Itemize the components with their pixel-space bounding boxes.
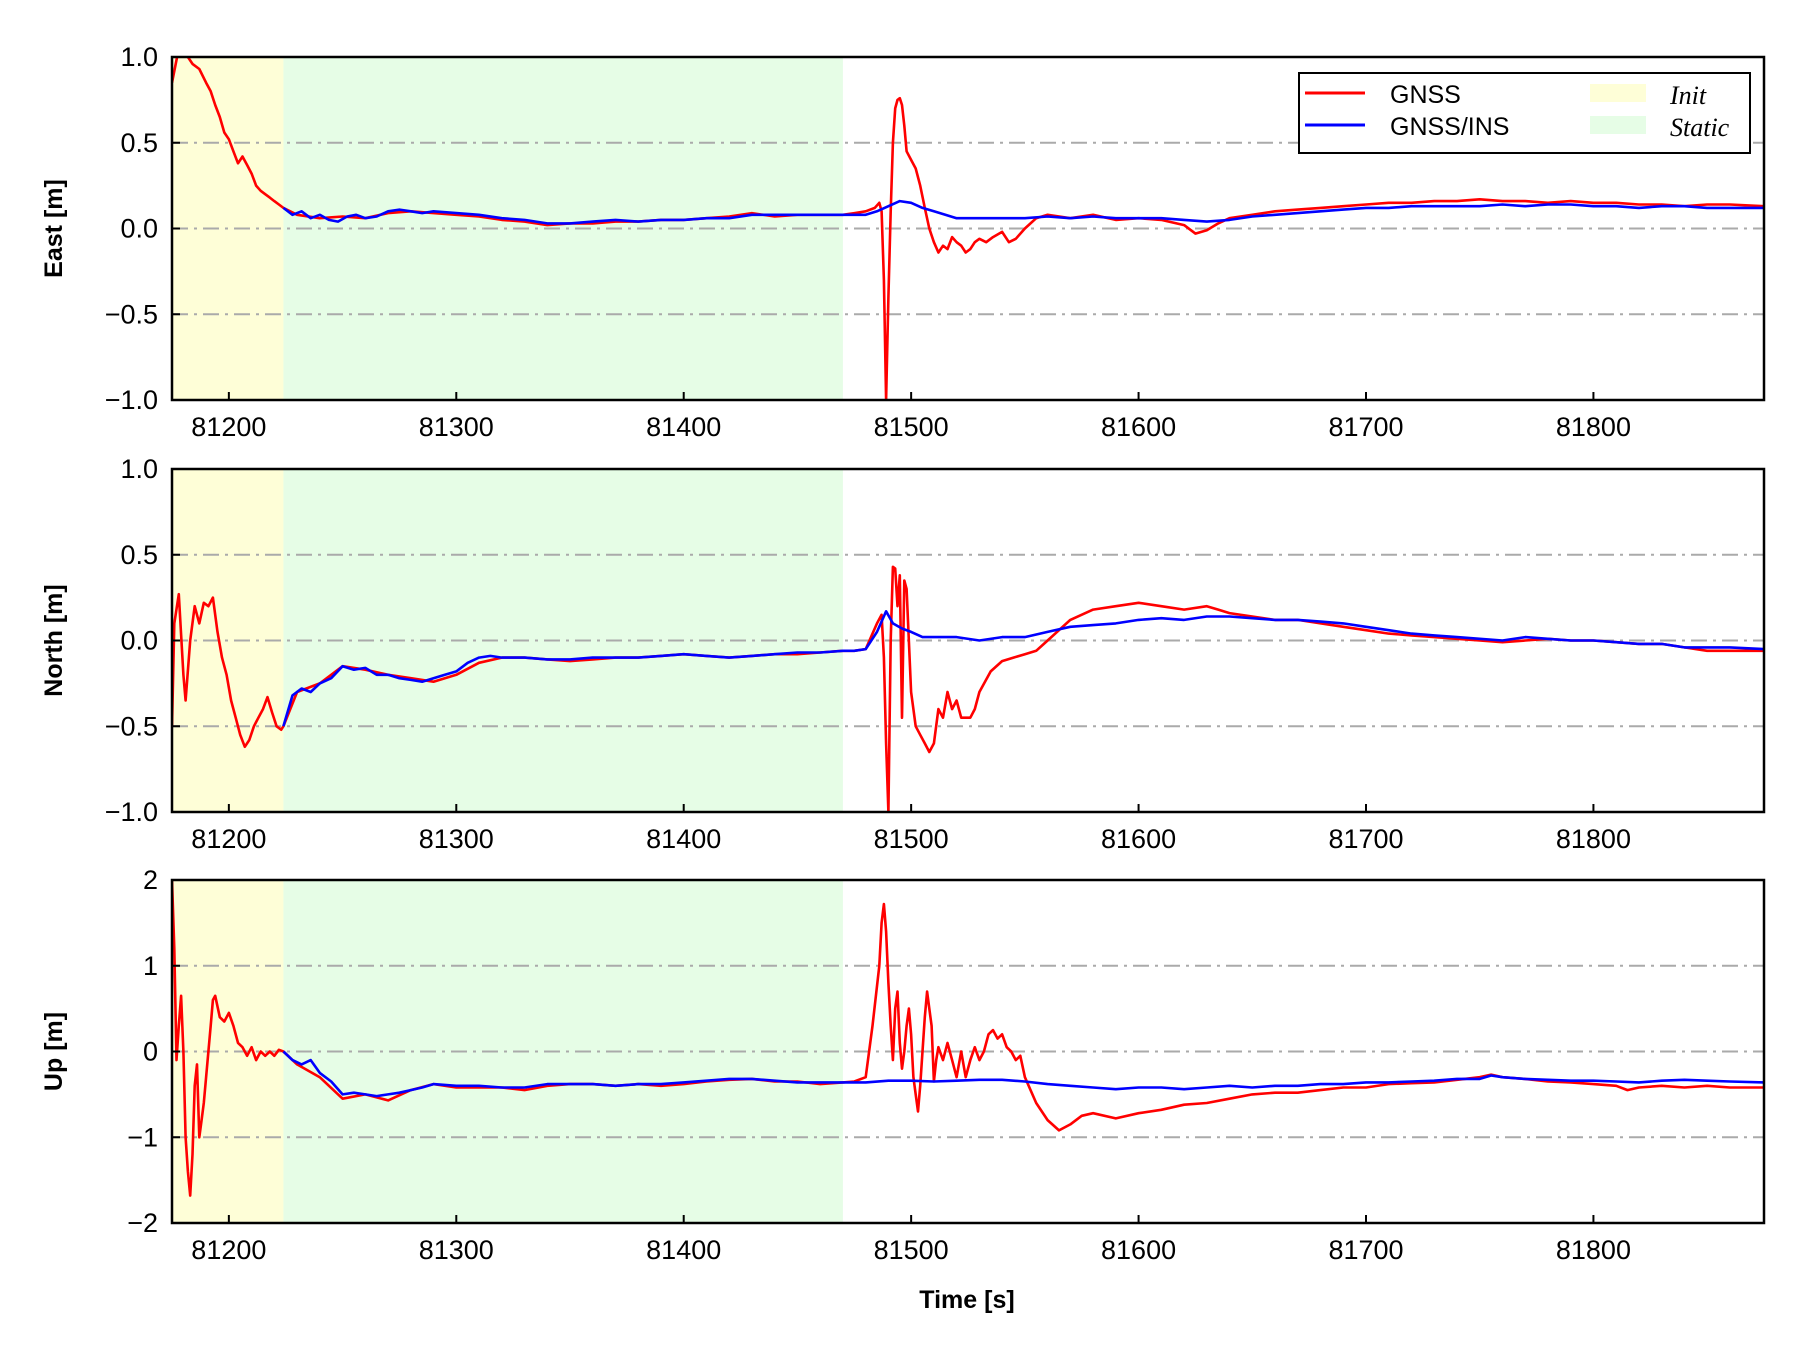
north-y-tick-label: 0.0 bbox=[120, 626, 158, 656]
north-x-tick-label: 81600 bbox=[1101, 824, 1176, 854]
legend-label-init: Init bbox=[1669, 81, 1707, 110]
x-axis-label: Time [s] bbox=[919, 1286, 1014, 1314]
north-x-ticks: 81200 81300 81400 81500 81600 81700 81800 bbox=[191, 804, 1631, 854]
east-x-tick-label: 81300 bbox=[419, 412, 494, 442]
up-x-tick-label: 81300 bbox=[419, 1235, 494, 1265]
up-region-static bbox=[283, 880, 843, 1223]
up-regions bbox=[172, 880, 843, 1223]
up-gridlines bbox=[172, 964, 1764, 1139]
north-series-gnss-ins bbox=[282, 609, 1764, 727]
east-panel: 81200 81300 81400 81500 81600 81700 81800 −1.0… bbox=[40, 42, 1766, 442]
north-y-ticks: −1.0 −0.5 0.0 0.5 1.0 bbox=[105, 454, 180, 827]
up-y-tick-label: 2 bbox=[143, 865, 158, 895]
east-x-tick-label: 81400 bbox=[646, 412, 721, 442]
up-x-tick-label: 81200 bbox=[191, 1235, 266, 1265]
north-x-tick-label: 81800 bbox=[1556, 824, 1631, 854]
east-series-gnss-ins bbox=[282, 199, 1764, 225]
east-y-tick-label: 1.0 bbox=[120, 42, 158, 72]
north-x-tick-label: 81400 bbox=[646, 824, 721, 854]
up-x-tick-label: 81800 bbox=[1556, 1235, 1631, 1265]
up-series-gnss bbox=[172, 880, 1764, 1197]
east-region-static bbox=[283, 57, 843, 400]
legend-box bbox=[1298, 72, 1751, 154]
east-x-tick-label: 81600 bbox=[1101, 412, 1176, 442]
east-y-tick-label: 0.5 bbox=[120, 128, 158, 158]
up-x-tick-label: 81600 bbox=[1101, 1235, 1176, 1265]
east-y-tick-label: −0.5 bbox=[105, 299, 158, 329]
up-y-tick-label: 0 bbox=[143, 1037, 158, 1067]
east-x-tick-label: 81200 bbox=[191, 412, 266, 442]
legend-swatch-init bbox=[1590, 84, 1646, 102]
up-y-ticks: −2 −1 0 1 2 bbox=[127, 865, 180, 1238]
north-x-tick-label: 81200 bbox=[191, 824, 266, 854]
up-panel: 81200 81300 81400 81500 81600 81700 81800 −2 −1… bbox=[40, 865, 1766, 1265]
legend-swatch-static bbox=[1590, 116, 1646, 134]
north-region-static bbox=[283, 469, 843, 812]
east-y-tick-label: 0.0 bbox=[120, 214, 158, 244]
north-x-tick-label: 81300 bbox=[419, 824, 494, 854]
up-x-ticks: 81200 81300 81400 81500 81600 81700 81800 bbox=[191, 1215, 1631, 1265]
east-y-axis-label: East [m] bbox=[40, 179, 68, 278]
north-y-axis-label: North [m] bbox=[40, 584, 68, 696]
up-y-axis-label: Up [m] bbox=[40, 1012, 68, 1091]
east-y-tick-label: −1.0 bbox=[105, 385, 158, 415]
north-panel: 81200 81300 81400 81500 81600 81700 81800 −1.0… bbox=[40, 454, 1766, 854]
north-y-tick-label: −1.0 bbox=[105, 797, 158, 827]
up-y-tick-label: 1 bbox=[143, 951, 158, 981]
up-series-lines bbox=[172, 880, 1764, 1197]
east-x-tick-label: 81700 bbox=[1328, 412, 1403, 442]
east-x-ticks: 81200 81300 81400 81500 81600 81700 81800 bbox=[191, 392, 1631, 442]
north-series-lines bbox=[172, 565, 1764, 812]
east-x-tick-label: 81800 bbox=[1556, 412, 1631, 442]
east-series-lines bbox=[172, 57, 1764, 400]
legend-label-gnss-ins: GNSS/INS bbox=[1390, 113, 1509, 141]
up-y-tick-label: −1 bbox=[127, 1122, 158, 1152]
north-x-tick-label: 81500 bbox=[874, 824, 949, 854]
up-x-tick-label: 81400 bbox=[646, 1235, 721, 1265]
legend-label-static: Static bbox=[1670, 113, 1730, 142]
east-series-gnss bbox=[172, 57, 1764, 400]
legend: GNSS GNSS/INS Init Static bbox=[1298, 72, 1751, 154]
north-x-tick-label: 81700 bbox=[1328, 824, 1403, 854]
east-y-ticks: −1.0 −0.5 0.0 0.5 1.0 bbox=[105, 42, 180, 415]
north-y-tick-label: −0.5 bbox=[105, 711, 158, 741]
up-series-gnss-ins bbox=[282, 1050, 1764, 1098]
up-x-tick-label: 81700 bbox=[1328, 1235, 1403, 1265]
north-y-tick-label: 0.5 bbox=[120, 540, 158, 570]
east-x-tick-label: 81500 bbox=[874, 412, 949, 442]
up-y-tick-label: −2 bbox=[127, 1208, 158, 1238]
legend-label-gnss: GNSS bbox=[1390, 81, 1461, 109]
north-y-tick-label: 1.0 bbox=[120, 454, 158, 484]
up-x-tick-label: 81500 bbox=[874, 1235, 949, 1265]
